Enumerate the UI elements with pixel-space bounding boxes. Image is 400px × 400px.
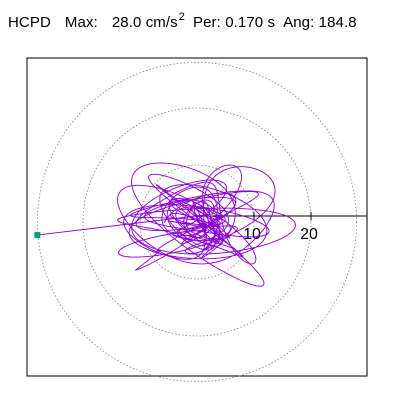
max-value: 28.0 <box>111 14 142 31</box>
max-label: Max: <box>64 14 98 31</box>
reference-rings <box>36 61 358 383</box>
ang-label: Ang: <box>283 14 315 31</box>
motion-trace <box>37 162 296 287</box>
max-unit-exponent: 2 <box>178 11 185 23</box>
axis-tick-label-10: 10 <box>243 226 261 243</box>
ring-28 <box>36 61 358 383</box>
axis-tick-label-20: 20 <box>300 226 318 243</box>
ang-value: 184.8 <box>318 14 357 31</box>
per-value: 0.170 s <box>225 14 276 31</box>
per-label: Per: <box>193 14 221 31</box>
ring-20 <box>82 107 312 337</box>
chart-header: HCPD Max: 28.0 cm/s2 Per: 0.170 s Ang: 184.8 <box>8 11 357 31</box>
station-code: HCPD <box>8 14 51 31</box>
start-marker <box>34 232 41 239</box>
max-unit: cm/s <box>145 14 178 31</box>
ring-10 <box>139 164 255 280</box>
plot-frame <box>26 57 368 377</box>
direction-axis: 10 20 <box>197 212 367 243</box>
